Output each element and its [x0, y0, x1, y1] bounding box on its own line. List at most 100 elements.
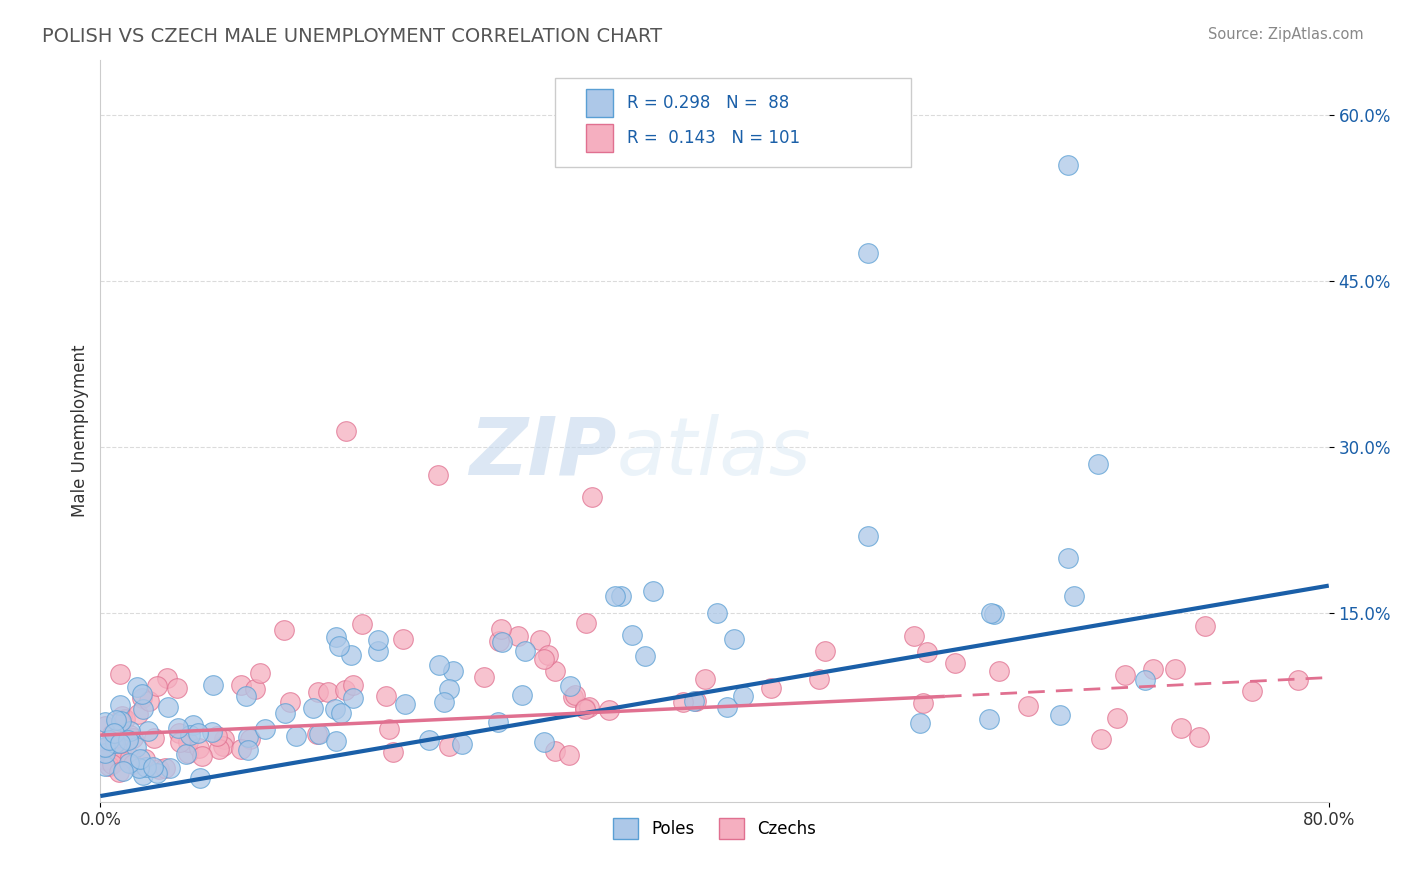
Point	[558, 679, 581, 693]
Point	[191, 749, 214, 764]
Text: R = 0.298   N =  88: R = 0.298 N = 88	[627, 94, 790, 112]
Point	[301, 701, 323, 715]
Point	[94, 715, 117, 730]
Point	[177, 746, 200, 760]
Point	[117, 733, 139, 747]
Point	[598, 703, 620, 717]
Point	[104, 731, 127, 745]
Point	[316, 685, 339, 699]
Point	[759, 681, 782, 695]
Point	[1063, 589, 1085, 603]
Point	[323, 702, 346, 716]
Point	[716, 700, 738, 714]
Point	[685, 693, 707, 707]
FancyBboxPatch shape	[585, 124, 613, 153]
Point	[94, 753, 117, 767]
Point	[634, 649, 657, 664]
Point	[856, 529, 879, 543]
Point	[131, 687, 153, 701]
Point	[578, 700, 600, 714]
Point	[620, 628, 643, 642]
Point	[308, 727, 330, 741]
Point	[340, 648, 363, 662]
Point	[491, 634, 513, 648]
Point	[120, 749, 142, 764]
Point	[911, 696, 934, 710]
Point	[231, 678, 253, 692]
Point	[236, 743, 259, 757]
Point	[94, 719, 117, 733]
Point	[378, 723, 401, 737]
Point	[1170, 721, 1192, 735]
Point	[179, 728, 201, 742]
Point	[136, 724, 159, 739]
Point	[253, 723, 276, 737]
Point	[249, 666, 271, 681]
Point	[207, 741, 229, 756]
Point	[177, 734, 200, 748]
Point	[112, 764, 135, 778]
Point	[94, 759, 117, 773]
Point	[104, 736, 127, 750]
Text: ZIP: ZIP	[470, 414, 616, 491]
Point	[98, 732, 121, 747]
Point	[903, 629, 925, 643]
Point	[513, 643, 536, 657]
Point	[125, 740, 148, 755]
Point	[108, 765, 131, 780]
Point	[166, 722, 188, 736]
Point	[328, 639, 350, 653]
Point	[186, 725, 208, 739]
Point	[1049, 707, 1071, 722]
Point	[94, 752, 117, 766]
Point	[983, 607, 1005, 621]
Point	[111, 752, 134, 766]
Point	[325, 630, 347, 644]
Legend: Poles, Czechs: Poles, Czechs	[606, 812, 823, 846]
Point	[159, 761, 181, 775]
Point	[127, 680, 149, 694]
Point	[450, 737, 472, 751]
Point	[307, 685, 329, 699]
Point	[94, 739, 117, 754]
Point	[437, 739, 460, 753]
Point	[557, 747, 579, 762]
Point	[98, 758, 121, 772]
Point	[543, 744, 565, 758]
Point	[342, 690, 364, 705]
Point	[533, 652, 555, 666]
Point	[155, 762, 177, 776]
Point	[706, 607, 728, 621]
Point	[157, 700, 180, 714]
Point	[235, 690, 257, 704]
Point	[110, 739, 132, 753]
Point	[1188, 730, 1211, 744]
Point	[683, 694, 706, 708]
Point	[988, 664, 1011, 678]
Point	[110, 714, 132, 728]
Point	[489, 622, 512, 636]
Point	[561, 690, 583, 705]
Point	[1286, 673, 1309, 687]
Point	[1056, 550, 1078, 565]
Point	[693, 672, 716, 686]
Point	[329, 706, 352, 720]
Point	[342, 678, 364, 692]
Point	[575, 615, 598, 630]
Point	[135, 760, 157, 774]
Point	[305, 726, 328, 740]
Point	[101, 756, 124, 771]
Point	[472, 670, 495, 684]
Point	[188, 741, 211, 756]
Point	[564, 688, 586, 702]
Point	[537, 648, 560, 662]
Point	[142, 760, 165, 774]
Point	[105, 713, 128, 727]
Point	[273, 706, 295, 721]
Point	[574, 701, 596, 715]
Point	[103, 735, 125, 749]
Point	[506, 629, 529, 643]
Point	[214, 732, 236, 747]
Point	[239, 732, 262, 747]
Point	[145, 766, 167, 780]
